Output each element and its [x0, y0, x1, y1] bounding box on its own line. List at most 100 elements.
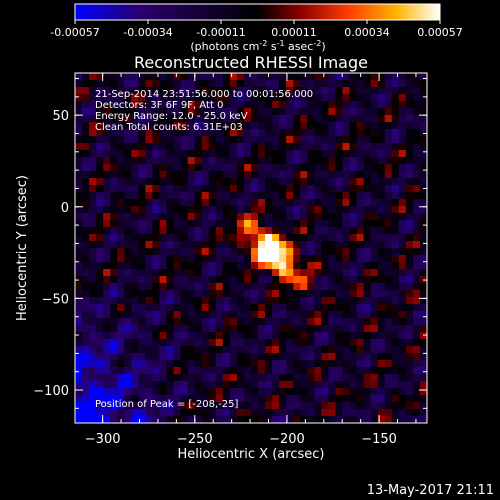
heatmap-cell [335, 227, 343, 235]
heatmap-cell [201, 143, 210, 151]
heatmap-cell [328, 290, 336, 298]
heatmap-cell [180, 283, 189, 291]
heatmap-cell [328, 108, 336, 116]
heatmap-cell [173, 248, 181, 256]
heatmap-cell [215, 101, 224, 109]
heatmap-cell [328, 346, 336, 354]
heatmap-cell [138, 311, 146, 319]
heatmap-cell [89, 360, 97, 368]
heatmap-cell [89, 409, 97, 417]
x-tick-label: −250 [177, 432, 213, 447]
heatmap-cell [194, 213, 203, 221]
heatmap-cell [349, 192, 357, 200]
heatmap-cell [412, 269, 421, 277]
heatmap-cell [166, 360, 174, 368]
heatmap-cell [187, 122, 196, 130]
heatmap-cell [103, 374, 111, 382]
heatmap-cell [201, 304, 210, 312]
heatmap-cell [138, 353, 146, 361]
heatmap-cell [131, 311, 139, 319]
heatmap-cell [180, 367, 189, 375]
heatmap-cell [349, 416, 357, 423]
heatmap-cell [187, 269, 196, 277]
heatmap-cell [398, 248, 407, 256]
heatmap-cell [159, 416, 167, 423]
heatmap-cell [405, 248, 414, 256]
heatmap-cell [222, 164, 231, 172]
heatmap-cell [229, 227, 238, 235]
heatmap-cell [384, 409, 393, 417]
heatmap-cell [89, 276, 97, 284]
heatmap-cell [286, 290, 294, 298]
heatmap-cell [265, 374, 273, 382]
heatmap-cell [349, 220, 357, 228]
heatmap-cell [377, 374, 386, 382]
heatmap-cell [342, 346, 350, 354]
heatmap-cell [391, 395, 400, 403]
heatmap-cell [82, 136, 90, 144]
heatmap-cell [208, 150, 217, 158]
heatmap-cell [335, 248, 343, 256]
heatmap-cell [335, 143, 343, 151]
heatmap-cell [117, 360, 125, 368]
heatmap-cell [124, 360, 132, 368]
heatmap-cell [110, 143, 118, 151]
heatmap-cell [335, 290, 343, 298]
heatmap-cell [335, 213, 343, 221]
heatmap-cell [300, 206, 308, 214]
heatmap-cell [356, 388, 365, 396]
heatmap-cell [412, 143, 421, 151]
heatmap-cell [159, 409, 167, 417]
heatmap-cell [159, 108, 167, 116]
heatmap-cell [152, 234, 160, 242]
heatmap-cell [363, 241, 372, 249]
heatmap-cell [272, 150, 280, 158]
heatmap-cell [363, 164, 372, 172]
heatmap-cell [131, 122, 139, 130]
heatmap-cell [82, 185, 90, 193]
heatmap-cell [293, 409, 301, 417]
heatmap-cell [363, 255, 372, 263]
heatmap-cell [208, 227, 217, 235]
heatmap-cell [293, 290, 301, 298]
heatmap-cell [222, 360, 231, 368]
heatmap-cell [75, 283, 83, 291]
heatmap-cell [138, 297, 146, 305]
heatmap-cell [363, 381, 372, 389]
heatmap-cell [391, 297, 400, 305]
heatmap-cell [117, 199, 125, 207]
heatmap-cell [187, 276, 196, 284]
heatmap-cell [117, 80, 125, 88]
heatmap-cell [180, 108, 189, 116]
heatmap-cell [103, 381, 111, 389]
heatmap-cell [349, 206, 357, 214]
heatmap-cell [166, 367, 174, 375]
heatmap-cell [272, 388, 280, 396]
heatmap-cell [251, 241, 259, 249]
heatmap-cell [328, 192, 336, 200]
heatmap-cell [138, 150, 146, 158]
heatmap-cell [138, 115, 146, 123]
heatmap-cell [419, 234, 427, 242]
heatmap-cell [391, 416, 400, 423]
heatmap-cell [159, 269, 167, 277]
heatmap-cell [201, 157, 210, 165]
heatmap-cell [159, 402, 167, 410]
heatmap-cell [138, 206, 146, 214]
heatmap-cell [243, 115, 252, 123]
heatmap-cell [124, 101, 132, 109]
heatmap-cell [131, 206, 139, 214]
heatmap-cell [75, 206, 83, 214]
heatmap-cell [251, 199, 259, 207]
heatmap-cell [321, 388, 329, 396]
plot-frame [74, 72, 428, 424]
heatmap-cell [300, 367, 308, 375]
heatmap-cell [75, 227, 83, 235]
heatmap-cell [251, 192, 259, 200]
heatmap-cell [82, 346, 90, 354]
heatmap-cell [384, 381, 393, 389]
heatmap-cell [89, 185, 97, 193]
heatmap-cell [384, 94, 393, 102]
heatmap-cell [96, 346, 104, 354]
heatmap-cell [391, 360, 400, 368]
